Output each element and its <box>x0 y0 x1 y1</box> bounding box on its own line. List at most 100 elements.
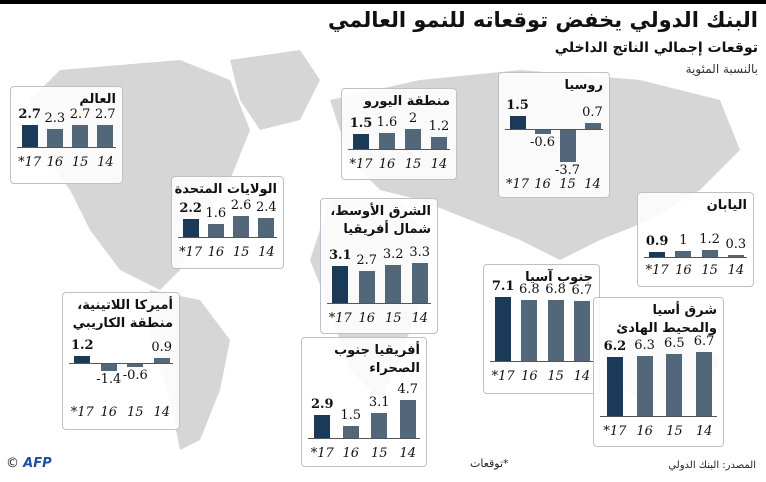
bar <box>534 129 551 135</box>
value-label: 1.6 <box>376 115 398 130</box>
bar <box>727 255 744 258</box>
value-label: 1.6 <box>205 206 227 222</box>
value-label: 3.1 <box>368 395 390 411</box>
value-label: -0.6 <box>529 135 556 151</box>
bar <box>411 263 428 303</box>
year-label: 14 <box>584 177 601 192</box>
value-label: 1.5 <box>340 408 362 423</box>
year-label: 15 <box>701 263 718 278</box>
region-chart-box: شرق أسيا والمحيط الهادئ 6.2 6.3 6.5 6.7 *17 16… <box>593 297 724 447</box>
value-label: 2.6 <box>230 198 252 214</box>
value-label: 2.9 <box>310 396 334 412</box>
year-label: *17 <box>18 155 42 170</box>
value-label: 6.7 <box>693 334 715 350</box>
year-label: 16 <box>534 177 551 192</box>
page-subtitle: توقعات إجمالي الناتج الداخلي <box>554 40 758 56</box>
year-label: 14 <box>727 263 745 278</box>
bar <box>74 355 91 363</box>
year-label: 14 <box>411 311 429 326</box>
region-name: الولايات المتحدة <box>174 182 277 197</box>
value-label: 2.4 <box>256 199 277 215</box>
region-name: أفريقيا جنوب الصحراء <box>334 343 420 376</box>
zero-axis <box>327 303 431 304</box>
value-label: 6.2 <box>603 339 627 355</box>
year-label: 15 <box>71 155 89 170</box>
region-name: اليابان <box>706 198 747 213</box>
value-label: 2.3 <box>44 110 66 126</box>
bar <box>153 357 170 363</box>
year-label: 16 <box>358 311 376 326</box>
bar <box>521 299 538 361</box>
year-label: *17 <box>310 446 334 461</box>
year-label: *17 <box>70 405 94 420</box>
region-name: روسيا <box>564 78 603 93</box>
bar <box>46 128 63 147</box>
bar <box>233 216 250 237</box>
value-label: 2.7 <box>69 107 91 123</box>
value-label: 0.3 <box>725 237 747 253</box>
value-label: 2 <box>408 111 418 126</box>
year-label: *17 <box>349 157 373 172</box>
region-name: العالم <box>79 92 116 107</box>
region-chart-box: الولايات المتحدة 2.2 1.6 2.6 2.4 *17 16 15 14 <box>171 176 284 269</box>
bar <box>573 300 590 361</box>
bar <box>332 265 349 303</box>
year-label: 14 <box>153 405 171 420</box>
year-label: 14 <box>430 157 448 172</box>
region-name: الشرق الأوسط، شمال أفريقيا <box>330 204 431 237</box>
unit-label: بالنسبة المئوية <box>685 62 758 76</box>
year-label: 16 <box>378 157 396 172</box>
value-label: 3.1 <box>328 247 352 263</box>
region-name: جنوب آسيا <box>525 270 593 285</box>
value-label: 1.2 <box>70 337 94 353</box>
value-label: 0.9 <box>151 339 173 355</box>
bar <box>258 217 275 237</box>
afp-credit: © AFP <box>6 456 52 471</box>
bar <box>675 251 692 257</box>
bar <box>701 249 718 257</box>
year-label: 16 <box>675 263 692 278</box>
bar <box>182 219 199 237</box>
bar <box>100 363 117 372</box>
year-label: 14 <box>573 369 591 384</box>
year-label: 16 <box>207 245 225 260</box>
page-title: البنك الدولي يخفض توقعاته للنمو العالمي <box>328 8 758 32</box>
bar <box>405 129 421 149</box>
value-label: -1.4 <box>96 372 122 388</box>
bar <box>21 125 38 147</box>
year-label: 15 <box>384 311 402 326</box>
bar <box>495 297 512 361</box>
year-label: 16 <box>636 424 653 439</box>
bar <box>342 426 359 438</box>
year-label: *17 <box>179 245 203 260</box>
value-label: 2.7 <box>95 107 116 123</box>
year-label: 15 <box>404 157 422 172</box>
year-label: *17 <box>645 263 669 278</box>
value-label: 2.7 <box>356 252 378 268</box>
bar <box>399 400 416 438</box>
bar <box>379 133 395 149</box>
value-label: 6.5 <box>664 336 685 352</box>
value-label: 1.5 <box>506 97 529 113</box>
value-label: 1.2 <box>699 231 720 247</box>
value-label: 4.7 <box>397 382 419 398</box>
region-name: شرق أسيا والمحيط الهادئ <box>616 303 717 336</box>
year-label: *17 <box>505 177 530 192</box>
year-label: 16 <box>100 405 118 420</box>
year-label: 15 <box>126 405 144 420</box>
value-label: 1.2 <box>428 119 450 134</box>
zero-axis <box>17 147 116 148</box>
year-label: 15 <box>547 369 564 384</box>
year-label: 15 <box>559 177 576 192</box>
afp-logo: AFP <box>23 456 52 471</box>
value-label: -0.6 <box>122 367 148 383</box>
value-label: 6.7 <box>571 282 593 298</box>
year-label: *17 <box>603 424 627 439</box>
region-chart-box: منطقة اليورو 1.5 1.6 2 1.2 *17 16 15 14 <box>341 88 457 180</box>
year-label: 16 <box>521 369 538 384</box>
value-label: 1 <box>679 233 688 248</box>
zero-axis <box>505 129 603 130</box>
year-label: 16 <box>46 155 64 170</box>
value-label: 2.7 <box>18 107 41 123</box>
value-label: 3.2 <box>382 246 404 262</box>
